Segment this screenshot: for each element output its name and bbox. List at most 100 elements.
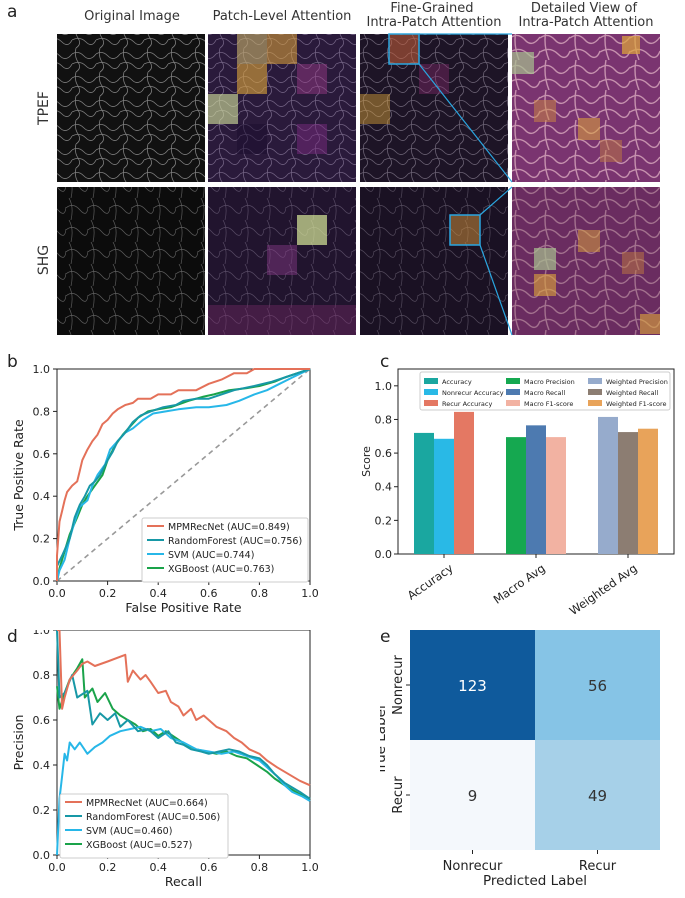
legend-entry: Nonrecur Accuracy bbox=[442, 389, 504, 397]
legend-swatch bbox=[424, 389, 438, 395]
col-title-fine: Fine-Grained Intra-Patch Attention bbox=[366, 1, 501, 30]
panel-label-b: b bbox=[7, 352, 18, 372]
legend-swatch bbox=[424, 400, 438, 406]
legend-entry: Macro Precision bbox=[524, 378, 575, 386]
tpef-original bbox=[57, 34, 205, 182]
zoom-line-tpef-bottom bbox=[418, 63, 513, 183]
y-tick-label: 0.0 bbox=[33, 575, 51, 588]
legend-entry: Recur Accuracy bbox=[442, 400, 492, 408]
bar bbox=[618, 432, 638, 554]
roc-chart: 0.00.0 0.2 0.2 0.4 0.4 0.6 0.6 0.8 0.8 1.0 1.0 Fals… bbox=[11, 363, 319, 615]
x-tick-label: Nonrecur bbox=[443, 859, 503, 874]
x-tick-label: Recur bbox=[579, 859, 617, 874]
x-tick-label: Macro Avg bbox=[491, 561, 548, 607]
metrics-bar-chart: 0.0 0.2 0.4 0.6 0.8 1.0 Score Accuracy Macro Avg… bbox=[362, 368, 675, 618]
y-axis-label: Score bbox=[362, 446, 373, 477]
series-line bbox=[56, 630, 311, 800]
series-line bbox=[56, 368, 310, 581]
y-tick-label: 1.0 bbox=[33, 363, 51, 376]
col-title-original: Original Image bbox=[84, 9, 180, 24]
shg-patch-attention bbox=[208, 187, 356, 335]
y-tick-label: 0.6 bbox=[33, 714, 51, 727]
x-tick-label: 0.2 bbox=[99, 861, 117, 874]
cell-value: 9 bbox=[468, 787, 478, 805]
series-line bbox=[56, 368, 311, 581]
x-axis-label: Recall bbox=[165, 874, 202, 889]
legend-entry: XGBoost (AUC=0.527) bbox=[86, 840, 192, 851]
tpef-detail-view bbox=[512, 34, 660, 182]
x-tick-label: 0.0 bbox=[48, 861, 66, 874]
col-title-detail-line2: Intra-Patch Attention bbox=[518, 15, 653, 30]
x-tick-label: 0.8 bbox=[251, 861, 269, 874]
legend-box bbox=[59, 793, 229, 859]
y-tick-label: 0.8 bbox=[33, 669, 51, 682]
zoom-line-shg-bottom bbox=[479, 244, 513, 336]
col-title-fine-line1: Fine-Grained bbox=[390, 1, 473, 16]
cell-value: 49 bbox=[588, 787, 607, 805]
y-axis-label: Precision bbox=[11, 715, 26, 771]
y-tick-label: 0.6 bbox=[375, 447, 393, 460]
legend-entry: MPMRecNet (AUC=0.664) bbox=[86, 798, 208, 809]
legend-swatch bbox=[424, 378, 438, 384]
y-tick-label: 0.0 bbox=[375, 548, 393, 561]
legend-entry: RandomForest (AUC=0.506) bbox=[86, 812, 220, 823]
y-tick-label: 1.0 bbox=[33, 630, 51, 637]
y-tick-label: 0.2 bbox=[375, 514, 393, 527]
y-axis-label: True Positive Rate bbox=[11, 419, 26, 532]
legend-entry: Weighted Recall bbox=[606, 389, 658, 397]
legend-entry: RandomForest (AUC=0.756) bbox=[168, 536, 302, 547]
tpef-fine-attention bbox=[360, 33, 508, 182]
bar bbox=[434, 438, 454, 554]
y-tick-label: 0.8 bbox=[375, 413, 393, 426]
x-tick-label: 0.8 bbox=[251, 587, 269, 600]
series-line bbox=[56, 368, 311, 582]
attention-figure: Original Image Patch-Level Attention Fin… bbox=[36, 1, 660, 336]
y-tick-label: 0.4 bbox=[33, 490, 51, 503]
legend-box bbox=[141, 517, 309, 583]
legend-swatch bbox=[588, 400, 602, 406]
legend-swatch bbox=[506, 389, 520, 395]
chance-line bbox=[56, 368, 311, 582]
y-axis-label: True Label bbox=[380, 705, 389, 775]
panel-label-d: d bbox=[7, 627, 18, 647]
panel-label-c: c bbox=[380, 352, 390, 372]
col-title-detail: Detailed View of Intra-Patch Attention bbox=[518, 1, 653, 30]
panel-label-a: a bbox=[7, 2, 18, 22]
legend-entry: XGBoost (AUC=0.763) bbox=[168, 564, 274, 575]
x-tick-label: 1.0 bbox=[301, 587, 319, 600]
matrix-cell bbox=[410, 740, 535, 850]
bar bbox=[506, 437, 526, 554]
pr-chart: 0.00.0 0.2 0.2 0.4 0.4 0.6 0.6 0.8 0.8 1.0 1.0 Reca… bbox=[11, 630, 319, 889]
x-tick-label: 0.4 bbox=[149, 861, 167, 874]
x-axis-label: False Positive Rate bbox=[125, 600, 241, 615]
bar bbox=[526, 425, 546, 554]
legend-entry: MPMRecNet (AUC=0.849) bbox=[168, 522, 290, 533]
y-tick-label: 0.4 bbox=[33, 759, 51, 772]
col-title-patch: Patch-Level Attention bbox=[213, 9, 352, 24]
y-tick-label: 0.2 bbox=[33, 533, 51, 546]
col-title-detail-line1: Detailed View of bbox=[531, 1, 638, 16]
x-axis-label: Predicted Label bbox=[483, 873, 587, 889]
y-tick-label: 1.0 bbox=[375, 380, 393, 393]
row-label-tpef: TPEF bbox=[36, 91, 52, 126]
cell-value: 123 bbox=[458, 677, 487, 695]
row-label-shg: SHG bbox=[36, 245, 52, 275]
bar bbox=[414, 432, 434, 554]
bar bbox=[546, 437, 566, 554]
legend-entry: Macro Recall bbox=[524, 389, 565, 397]
legend-entry: SVM (AUC=0.460) bbox=[86, 826, 172, 837]
legend-box bbox=[419, 371, 671, 411]
x-tick-label: 0.6 bbox=[200, 861, 218, 874]
y-tick-label: 0.6 bbox=[33, 448, 51, 461]
legend-entry: Weighted Precision bbox=[606, 378, 668, 386]
matrix-cell bbox=[535, 740, 660, 850]
x-tick-label: 0.6 bbox=[200, 587, 218, 600]
legend-swatch bbox=[506, 400, 520, 406]
y-tick-label: 0.8 bbox=[33, 405, 51, 418]
panel-label-e: e bbox=[380, 627, 391, 647]
legend-entry: Macro F1-score bbox=[524, 400, 573, 408]
x-tick-label: Accuracy bbox=[405, 561, 456, 603]
shg-original bbox=[57, 187, 205, 335]
legend-entry: Accuracy bbox=[442, 378, 472, 386]
